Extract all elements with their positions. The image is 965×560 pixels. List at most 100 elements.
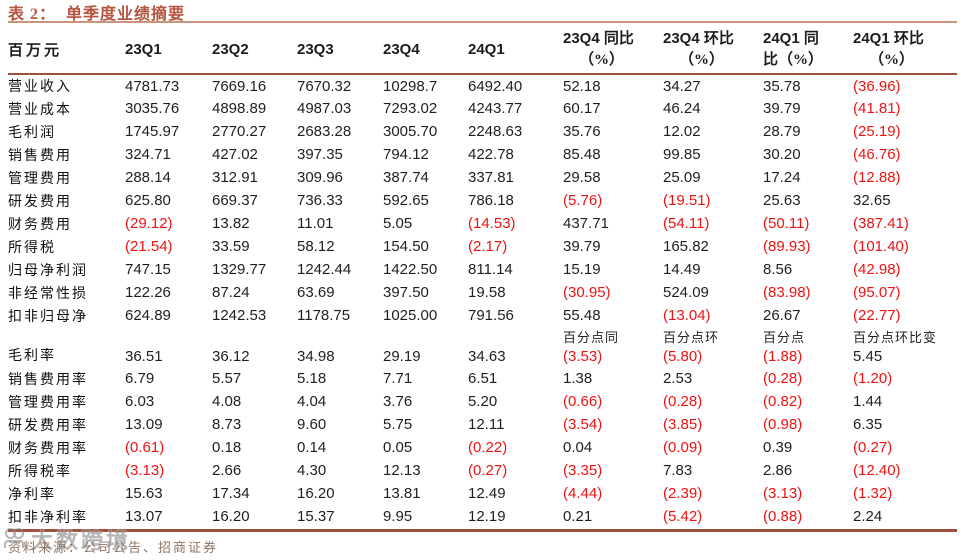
table-cell: 6.51 [468,367,563,390]
table-cell: 324.71 [125,143,212,166]
cell-value: (0.27) [468,462,508,479]
cell-value: (30.95) [563,284,611,301]
table-cell: 13.81 [383,482,468,505]
table-row: 财务费用 (29.12) 13.82 11.01 5.05 (14.53) 437.71 (5… [8,212,957,235]
cell-value: 5.20 [468,393,498,410]
table-cell: 14.49 [663,258,763,281]
row-label: 毛利润 [8,125,56,141]
cell-value: 52.18 [563,77,601,95]
table-cell: 29.19 [383,327,468,367]
table-cell: (0.22) [468,436,563,459]
cell-value: (36.96) [853,77,901,95]
cell-value: 4987.03 [297,100,352,117]
cell-value: 312.91 [212,169,258,186]
table-cell: 12.11 [468,413,563,436]
cell-value: 427.02 [212,146,258,163]
table-cell: 0.21 [563,505,663,528]
table-cell: 百分点环比变 5.45 [853,327,957,367]
cell-value: 2.53 [663,370,693,387]
table-cell: 122.26 [125,281,212,304]
cell-value: 786.18 [468,192,514,209]
table-cell: (0.66) [563,390,663,413]
table-cell: 87.24 [212,281,297,304]
cell-value: 55.48 [563,307,601,324]
table-cell: 4987.03 [297,97,383,120]
table-cell: 30.20 [763,143,853,166]
table-cell: 39.79 [763,97,853,120]
row-label: 归母净利润 [8,263,88,279]
row-label: 研发费用率 [8,418,88,434]
table-number-label: 表 2： [8,6,57,23]
table-row: 营业收入 4781.73 7669.16 7670.32 10298.7 6492.40 5… [8,74,957,97]
table-cell: 16.20 [212,505,297,528]
row-label: 销售费用率 [8,372,88,388]
table-cell: (50.11) [763,212,853,235]
table-cell: 17.24 [763,166,853,189]
table-cell: 28.79 [763,120,853,143]
cell-value: 30.20 [763,146,801,163]
cell-value: (0.66) [563,393,603,410]
table-cell: 2683.28 [297,120,383,143]
table-cell: 7670.32 [297,74,383,97]
cell-value: 324.71 [125,146,171,163]
table-cell: 427.02 [212,143,297,166]
cell-value: 1242.44 [297,261,352,278]
table-cell: (2.39) [663,482,763,505]
table-cell: (95.07) [853,281,957,304]
cell-value: 7293.02 [383,100,438,117]
table-bottom-border [8,529,957,532]
cell-value: (19.51) [663,192,711,209]
cell-value: (0.61) [125,439,165,456]
cell-value: 33.59 [212,238,250,255]
table-cell: 99.85 [663,143,763,166]
cell-value: 85.48 [563,146,601,163]
cell-value: 39.79 [563,238,601,255]
cell-value: 397.50 [383,284,429,301]
table-cell: (12.88) [853,166,957,189]
table-cell: 0.14 [297,436,383,459]
cell-value: 422.78 [468,146,514,163]
cell-value: (5.42) [663,508,703,525]
cell-value: 13.81 [383,485,421,502]
pct-sublabel: 百分点环比变 [853,330,938,345]
table-cell: 32.65 [853,189,957,212]
cell-value: 39.79 [763,100,801,117]
row-label: 营业成本 [8,102,72,118]
cell-value: 288.14 [125,169,171,186]
table-cell: (54.11) [663,212,763,235]
table-cell: (21.54) [125,235,212,258]
cell-value: 29.19 [383,348,421,365]
table-cell: 5.20 [468,390,563,413]
table-cell: 26.67 [763,304,853,327]
table-cell: 2.86 [763,459,853,482]
cell-value: (13.04) [663,307,711,324]
table-cell: 15.63 [125,482,212,505]
table-cell: 592.65 [383,189,468,212]
cell-value: 10298.7 [383,77,438,95]
table-row: 管理费用 288.14 312.91 309.96 387.74 337.81 29.58 2… [8,166,957,189]
cell-value: 1329.77 [212,261,267,278]
cell-value: (5.80) [663,348,703,365]
cell-value: 2683.28 [297,123,352,140]
cell-value: 29.58 [563,169,601,186]
table-cell: 9.60 [297,413,383,436]
table-cell: 10298.7 [383,74,468,97]
cell-value: 1422.50 [383,261,438,278]
cell-value: 4898.89 [212,100,267,117]
cell-value: 1.44 [853,393,883,410]
table-cell: 12.13 [383,459,468,482]
cell-value: 6.35 [853,416,883,433]
cell-value: 12.19 [468,508,506,525]
cell-value: (0.88) [763,508,803,525]
cell-value: (95.07) [853,284,901,301]
cell-value: 2248.63 [468,123,523,140]
table-cell: (1.32) [853,482,957,505]
table-cell: 309.96 [297,166,383,189]
table-cell: 4.04 [297,390,383,413]
table-cell: 7.83 [663,459,763,482]
cell-value: (54.11) [663,215,710,232]
row-label: 销售费用 [8,148,72,164]
table-cell: 6.03 [125,390,212,413]
cell-value: (387.41) [853,215,909,232]
cell-value: 15.63 [125,485,163,502]
